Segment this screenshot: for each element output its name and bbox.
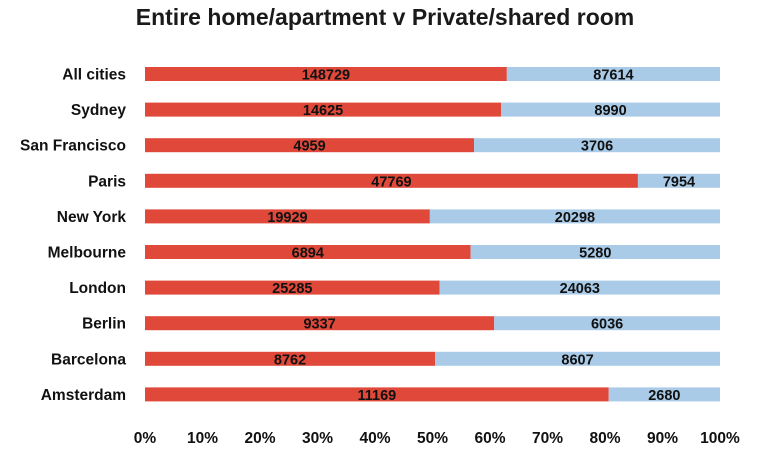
bar-segment-entire-home (145, 138, 475, 153)
x-tick-label: 10% (187, 430, 218, 447)
category-label: Melbourne (48, 245, 127, 262)
bar-segment-entire-home (145, 67, 507, 81)
bar-segment-entire-home (145, 102, 502, 117)
data-label-private-shared: 87614 (593, 68, 633, 84)
bar-segment-private-shared (608, 387, 720, 402)
data-label-private-shared: 20298 (555, 210, 595, 226)
data-label-private-shared: 3706 (581, 139, 613, 155)
x-tick-label: 0% (134, 430, 157, 447)
bar-segment-entire-home (145, 173, 638, 188)
bar-segment-entire-home (145, 209, 430, 224)
bar-segment-private-shared (435, 351, 720, 366)
x-tick-label: 50% (417, 430, 448, 447)
bar-segment-entire-home (145, 280, 440, 295)
data-label-entire-home: 8762 (274, 352, 306, 368)
category-label: San Francisco (20, 138, 126, 155)
bar-segment-entire-home (145, 316, 495, 331)
chart-title: Entire home/apartment v Private/shared r… (135, 4, 635, 30)
category-label: London (69, 280, 126, 297)
bar-segment-private-shared (501, 102, 720, 117)
x-tick-label: 100% (700, 430, 740, 447)
data-label-private-shared: 24063 (560, 281, 600, 297)
data-label-private-shared: 2680 (648, 388, 680, 404)
data-label-entire-home: 148729 (302, 68, 350, 84)
x-tick-label: 40% (359, 430, 390, 447)
data-label-private-shared: 6036 (591, 317, 623, 333)
x-tick-label: 90% (647, 430, 678, 447)
data-label-private-shared: 8607 (561, 352, 593, 368)
category-label: New York (57, 209, 127, 226)
bar-segment-private-shared (494, 316, 720, 331)
bar-segment-private-shared (429, 209, 720, 224)
category-label: Paris (88, 173, 126, 190)
x-tick-label: 60% (474, 430, 505, 447)
data-label-private-shared: 8990 (594, 103, 626, 119)
x-tick-label: 30% (302, 430, 333, 447)
x-tick-label: 20% (244, 430, 275, 447)
data-label-entire-home: 6894 (292, 246, 324, 262)
data-label-private-shared: 5280 (579, 246, 611, 262)
data-label-entire-home: 4959 (293, 139, 325, 155)
data-label-entire-home: 9337 (303, 317, 335, 333)
data-label-private-shared: 7954 (663, 174, 695, 190)
bar-segment-entire-home (145, 387, 609, 402)
data-label-entire-home: 25285 (272, 281, 312, 297)
data-label-entire-home: 47769 (371, 174, 411, 190)
data-label-entire-home: 19929 (267, 210, 307, 226)
data-label-entire-home: 14625 (303, 103, 343, 119)
bar-segment-private-shared (637, 173, 720, 188)
category-label: Amsterdam (41, 387, 126, 404)
bar-segment-private-shared (470, 245, 720, 259)
bar-segment-private-shared (506, 67, 720, 81)
category-label: Barcelona (51, 351, 126, 368)
bar-segment-entire-home (145, 245, 471, 259)
bar-segment-private-shared (439, 280, 720, 295)
data-label-entire-home: 11169 (357, 388, 396, 404)
x-tick-label: 80% (589, 430, 620, 447)
category-label: Sydney (71, 102, 127, 119)
bar-segment-entire-home (145, 351, 436, 366)
category-label: Berlin (82, 316, 126, 333)
bar-segment-private-shared (474, 138, 720, 153)
category-label: All cities (62, 67, 126, 84)
x-tick-label: 70% (532, 430, 563, 447)
